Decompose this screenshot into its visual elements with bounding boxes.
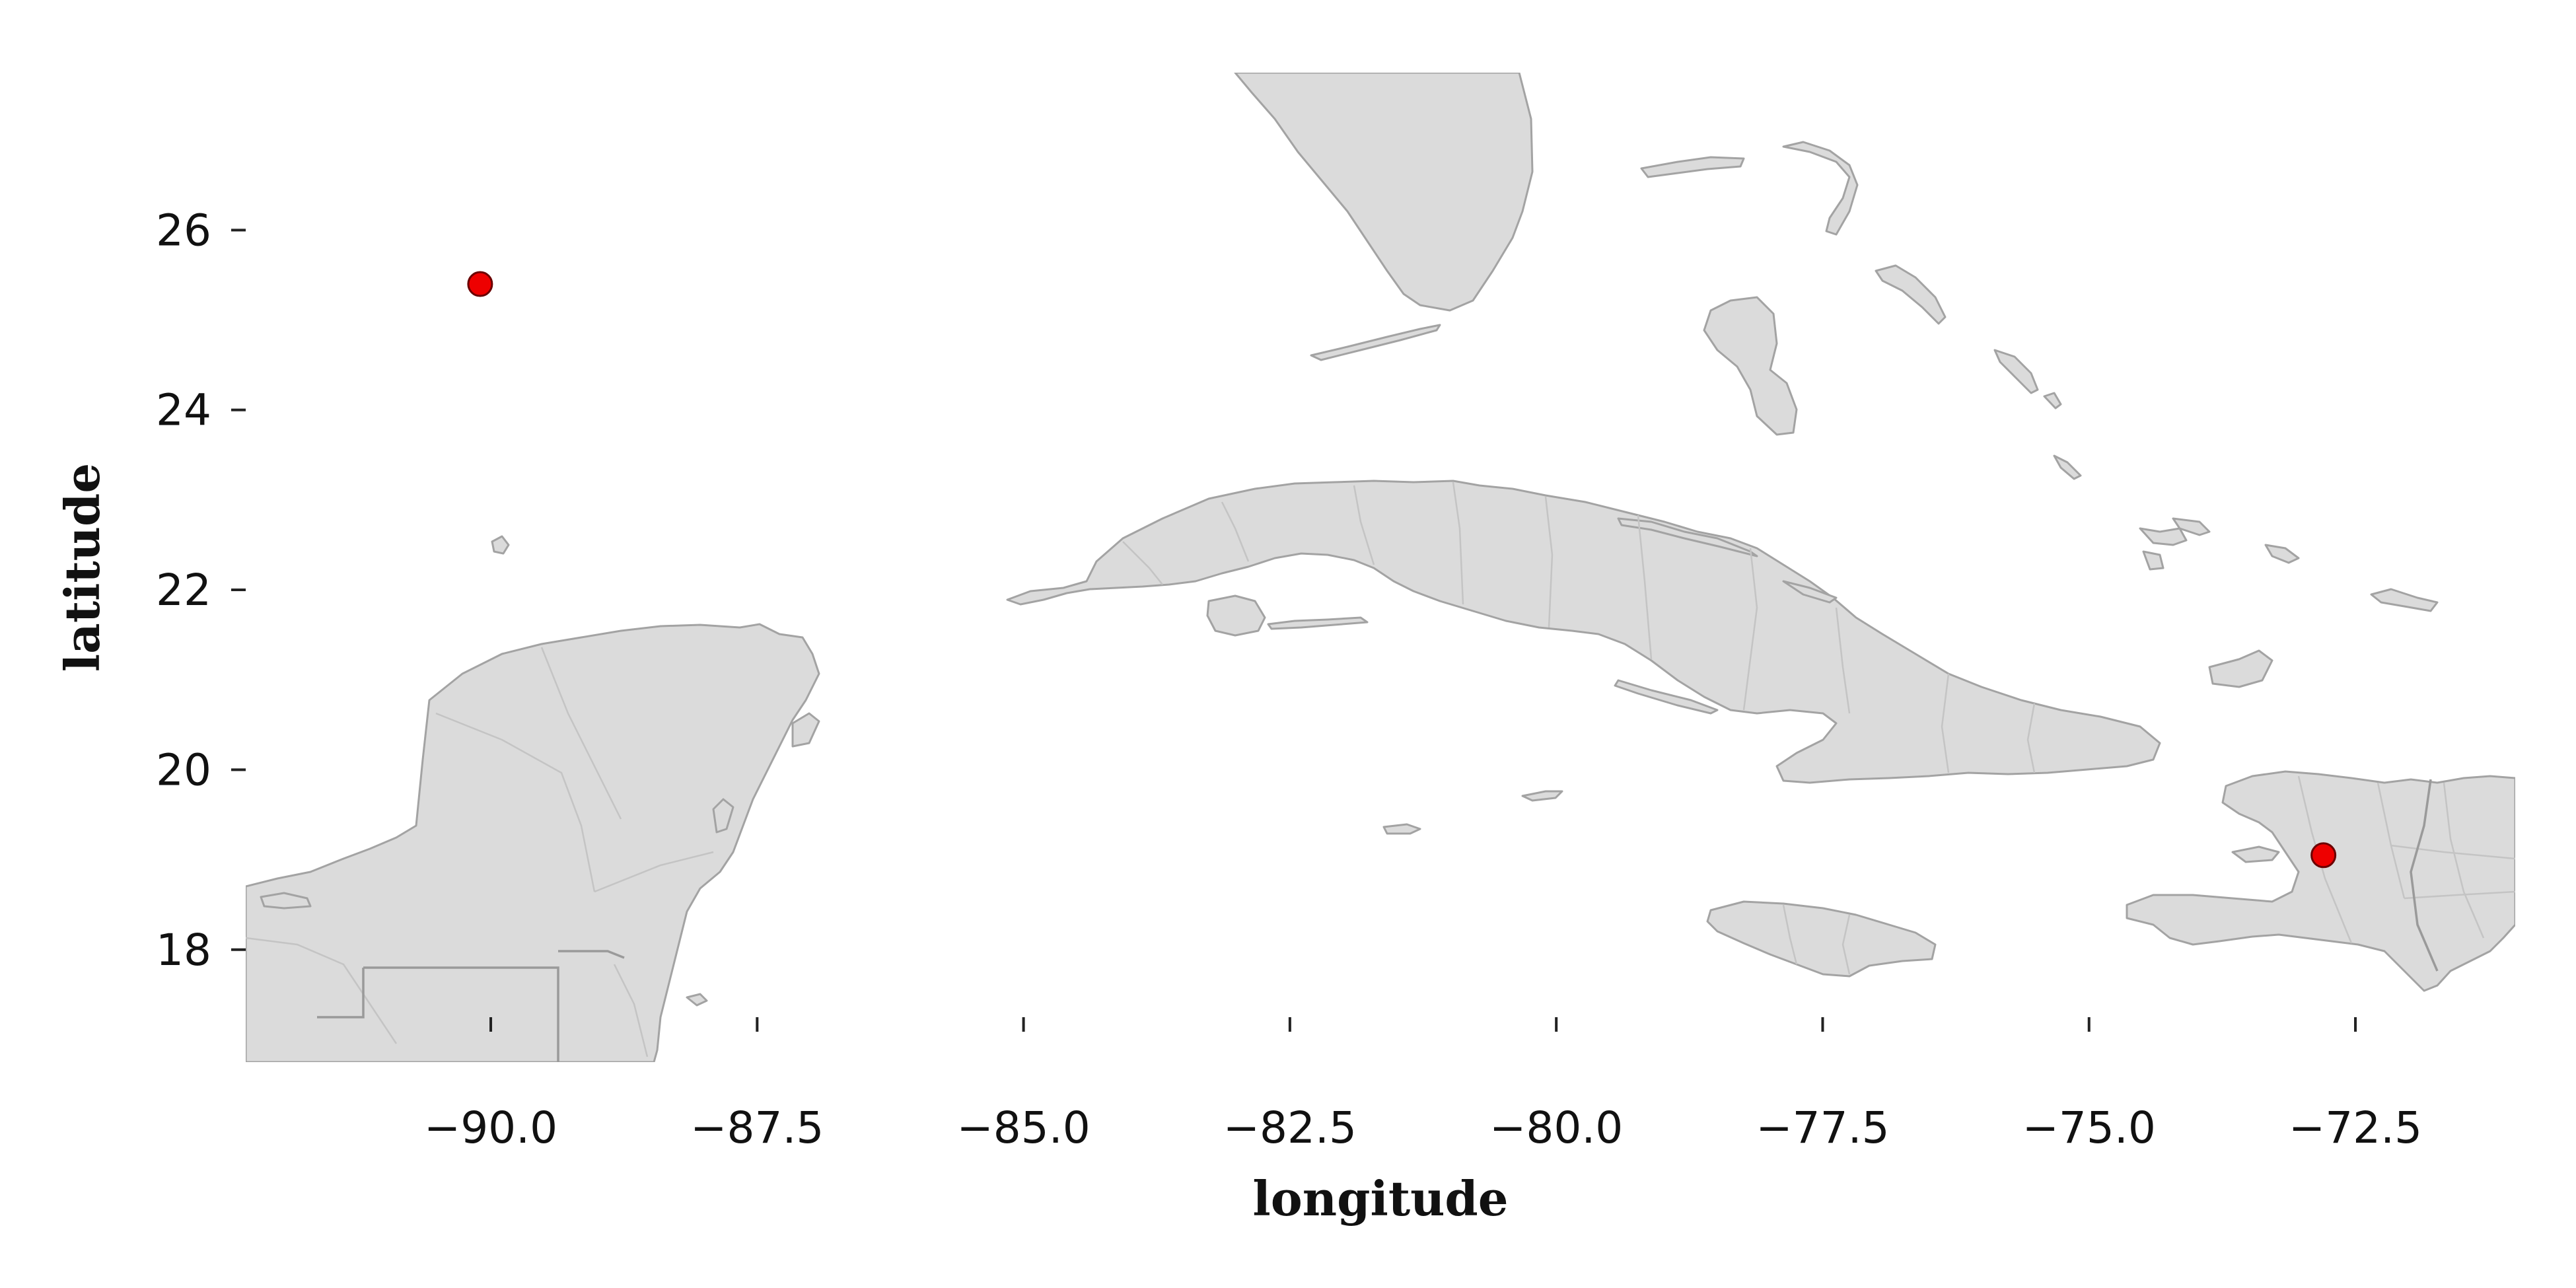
y-axis-title: latitude [54, 463, 110, 672]
grand-bahama-island [1640, 156, 1745, 178]
yucatan-landmass [246, 623, 820, 1062]
la-gonave-island [2231, 845, 2280, 863]
x-tick-label: −72.5 [2289, 1102, 2422, 1153]
florida-keys [1310, 324, 1441, 361]
data-point-marker [467, 271, 493, 297]
x-axis: −90.0 −87.5 −85.0 −82.5 −80.0 −77.5 −75.0 −72.5 [424, 1017, 2422, 1153]
basemap-land [246, 73, 2515, 1062]
inagua-island [2208, 649, 2273, 688]
turks-caicos-islands [2370, 588, 2439, 612]
andros-island [1703, 296, 1798, 436]
abaco-island [1782, 141, 1859, 236]
crooked-island [2139, 527, 2188, 546]
cayo-coco [1782, 580, 1838, 604]
y-axis: 18 20 22 24 26 [156, 205, 246, 976]
cayman-islands [1382, 823, 1421, 835]
data-points [467, 271, 2337, 869]
x-tick-label: −90.0 [424, 1102, 557, 1153]
eleuthera-island [1875, 264, 1947, 325]
x-tick-label: −87.5 [690, 1102, 824, 1153]
isla-de-la-juventud [1206, 594, 1266, 637]
acklins-island [2142, 550, 2165, 571]
cuba-landmass [1006, 480, 2161, 784]
florida-landmass [1234, 73, 1534, 312]
cayman-brac [1521, 790, 1563, 802]
cat-island [2043, 392, 2062, 410]
ambergris-caye [712, 798, 734, 834]
laguna-de-terminos [260, 892, 312, 910]
arrecife-alacranes [491, 535, 510, 555]
province-borders [246, 482, 2515, 1057]
x-tick-label: −75.0 [2022, 1102, 2156, 1153]
data-point-marker [2310, 842, 2337, 869]
cozumel-island [791, 712, 820, 748]
bay-islands [686, 993, 708, 1007]
jardines-de-la-reina [1614, 679, 1719, 715]
jamaica-landmass [1706, 900, 1937, 978]
y-tick-label: 26 [156, 205, 211, 256]
ragged-island [2172, 517, 2211, 536]
canarreos-cays [1267, 616, 1369, 630]
y-tick-label: 20 [156, 744, 211, 795]
exuma-cays [1993, 349, 2039, 394]
cuba-northern-cays [1617, 517, 1758, 557]
x-tick-label: −82.5 [1223, 1102, 1357, 1153]
long-island [2053, 454, 2082, 480]
y-tick-label: 22 [156, 565, 211, 616]
mayaguana-island [2264, 544, 2300, 564]
hispaniola-landmass [2126, 770, 2515, 992]
x-axis-title: longitude [1252, 1170, 1508, 1227]
country-borders [317, 779, 2439, 1062]
y-tick-label: 18 [156, 925, 211, 976]
x-tick-label: −80.0 [1489, 1102, 1623, 1153]
x-tick-label: −85.0 [956, 1102, 1090, 1153]
x-tick-label: −77.5 [1756, 1102, 1889, 1153]
y-tick-label: 24 [156, 385, 211, 436]
